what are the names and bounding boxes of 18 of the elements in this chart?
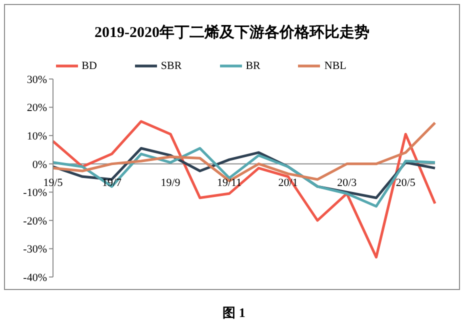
legend-label: NBL — [324, 60, 346, 72]
y-tick-label: -30% — [23, 244, 47, 256]
x-tick-label: 19/9 — [160, 176, 181, 189]
chart-title: 2019-2020年丁二烯及下游各价格环比走势 — [94, 23, 370, 43]
legend-label: BD — [82, 60, 97, 72]
legend-label: SBR — [160, 60, 182, 72]
y-tick-label: 0% — [32, 158, 47, 171]
y-tick-label: -40% — [23, 272, 47, 284]
y-tick-label: -10% — [23, 187, 47, 200]
y-tick-label: -20% — [23, 215, 47, 228]
caption: 图 1 — [222, 304, 246, 322]
x-tick-label: 20/3 — [337, 176, 358, 189]
x-tick-label: 19/5 — [43, 176, 64, 189]
y-tick-label: 30% — [26, 74, 47, 86]
y-tick-label: 20% — [26, 102, 47, 114]
legend-label: BR — [246, 60, 260, 72]
y-tick-label: 10% — [26, 130, 47, 142]
x-tick-label: 20/5 — [396, 176, 416, 189]
